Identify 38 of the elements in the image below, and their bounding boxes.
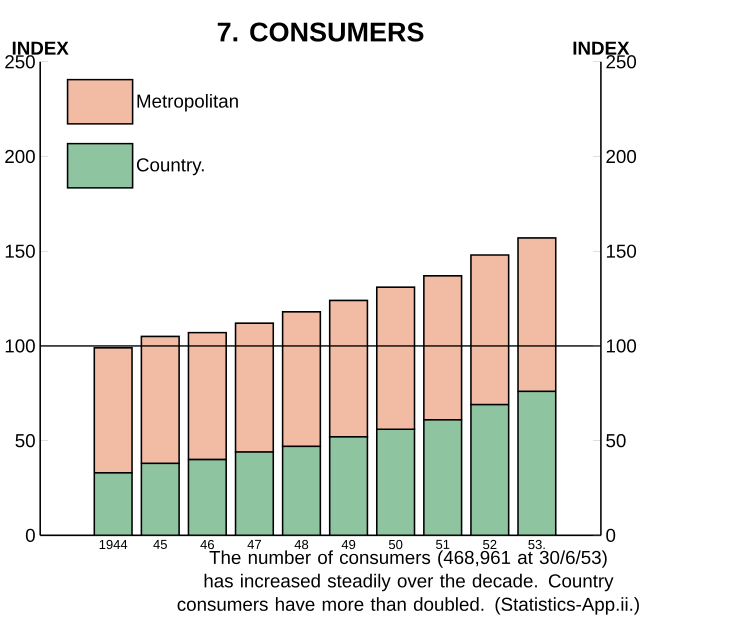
bar	[94, 472, 132, 536]
y-tick-label: 0	[26, 528, 35, 542]
y2-tick-label: 200	[606, 150, 636, 164]
y2-tick-label: 50	[606, 434, 626, 448]
text: The number of consumers (468,961 at 30/6/53) has increased steadily over the decade. Country consumers have more than doubled. (Statistics-App.ii.)	[178, 550, 639, 615]
x-tick-label: 45	[153, 540, 167, 550]
bar	[376, 429, 415, 536]
x-tick-label: 49	[342, 540, 356, 550]
legend-label: Metropolitan	[138, 94, 238, 112]
bar	[470, 404, 509, 536]
x-tick-label: 52	[483, 540, 496, 550]
x-tick-label: 47	[247, 540, 261, 549]
bar	[330, 436, 368, 536]
x-tick-label: 1944	[100, 540, 128, 550]
y-tick-label: 150	[6, 244, 35, 258]
y2-tick-label: 250	[606, 55, 636, 68]
x-tick-label: 48	[294, 540, 308, 550]
x-tick-label: 53.	[528, 540, 545, 550]
y-tick-label: 50	[16, 434, 35, 448]
bar	[141, 463, 180, 536]
y2-tick-label: 100	[606, 339, 636, 353]
x-tick-label: 51	[436, 540, 450, 550]
bar	[282, 446, 320, 536]
y-tick-label: 250	[5, 55, 35, 68]
x-tick-label: 46	[200, 540, 214, 550]
y2-axis-title: INDEX	[574, 42, 630, 55]
bar	[236, 452, 274, 536]
chart-title: 7. CONSUMERS	[218, 22, 424, 42]
y-tick-label: 100	[6, 339, 35, 353]
y2-tick-label: 0	[606, 528, 616, 542]
x-tick-label: 50	[388, 540, 402, 550]
y-axis-title: INDEX	[12, 42, 69, 55]
legend-label: Country.	[136, 158, 204, 176]
y2-tick-label: 150	[606, 244, 636, 258]
bar	[188, 460, 226, 536]
bar	[517, 390, 557, 536]
y-tick-label: 200	[5, 150, 35, 164]
bar	[424, 420, 462, 536]
